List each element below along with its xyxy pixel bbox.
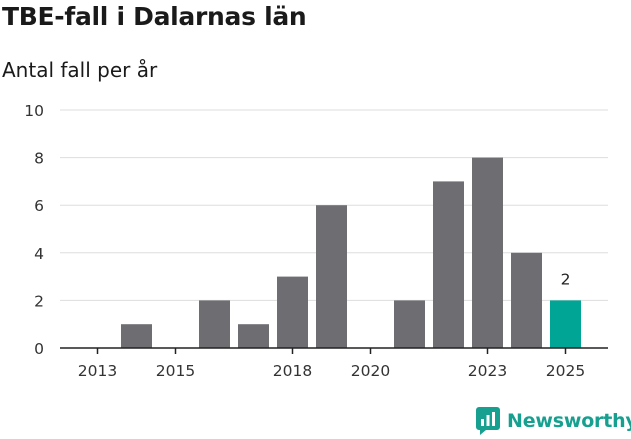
bar: [121, 324, 152, 348]
y-tick-label: 8: [34, 150, 44, 168]
bar: [511, 252, 542, 348]
bar: [472, 157, 503, 348]
y-tick-label: 2: [34, 292, 44, 310]
x-tick-label: 2023: [468, 362, 507, 380]
y-tick-label: 4: [34, 245, 44, 263]
chart-title: TBE-fall i Dalarnas län: [2, 2, 307, 31]
bar: [238, 324, 269, 348]
bar: [316, 205, 347, 348]
x-tick-label: 2015: [156, 362, 195, 380]
x-tick-label: 2020: [351, 362, 390, 380]
newsworthy-logo: Newsworthy: [476, 407, 631, 435]
y-tick-label: 10: [24, 102, 44, 120]
x-tick-label: 2018: [273, 362, 312, 380]
brand-name: Newsworthy: [507, 410, 631, 432]
bar-chart: 0 2 4 6 8 10 2 2013 2015 2018 2020 2023 2025: [24, 102, 608, 380]
x-tick-label: 2025: [546, 362, 585, 380]
chart-subtitle: Antal fall per år: [2, 58, 158, 82]
x-tick-label: 2013: [78, 362, 117, 380]
bar: [394, 300, 425, 348]
bar: [277, 276, 308, 348]
y-tick-label: 0: [34, 340, 44, 358]
bar: [199, 300, 230, 348]
data-label: 2: [561, 270, 571, 288]
highlight-bar: [550, 300, 581, 348]
y-tick-label: 6: [34, 197, 44, 215]
bar: [433, 181, 464, 348]
newsworthy-logo-icon: [476, 407, 500, 435]
